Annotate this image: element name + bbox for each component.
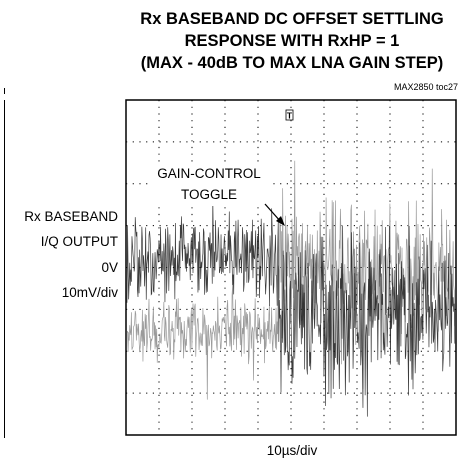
traces	[126, 160, 456, 417]
x-scale-label: 10µs/div	[266, 443, 318, 458]
annotation-arrow-head	[276, 216, 285, 226]
trace-series-1	[126, 160, 456, 400]
zero-volt-label: 0V	[101, 260, 118, 275]
y-axis-label-line-1: Rx BASEBAND	[24, 209, 118, 224]
left-edge-line	[4, 100, 5, 438]
trigger-marker-label: T	[287, 111, 293, 121]
figure-id: MAX2850 toc27	[393, 82, 458, 92]
trace-series-2	[126, 199, 456, 417]
trigger-marker: T	[285, 109, 294, 121]
title-line-2: RESPONSE WITH RxHP = 1	[184, 32, 400, 50]
y-axis-label-line-2: I/Q OUTPUT	[40, 234, 118, 249]
y-scale-label: 10mV/div	[61, 285, 118, 300]
title-line-1: Rx BASEBAND DC OFFSET SETTLING	[140, 10, 444, 28]
chart-title: Rx BASEBAND DC OFFSET SETTLING RESPONSE …	[120, 8, 464, 74]
trigger-marker-box	[285, 109, 294, 121]
left-edge-tick-top	[4, 88, 5, 94]
title-line-3: (MAX - 40dB TO MAX LNA GAIN STEP)	[140, 54, 444, 72]
annotation-line-2: TOGGLE	[181, 187, 237, 202]
annotation-background	[148, 162, 270, 206]
annotation-line-1: GAIN-CONTROL	[157, 166, 261, 181]
